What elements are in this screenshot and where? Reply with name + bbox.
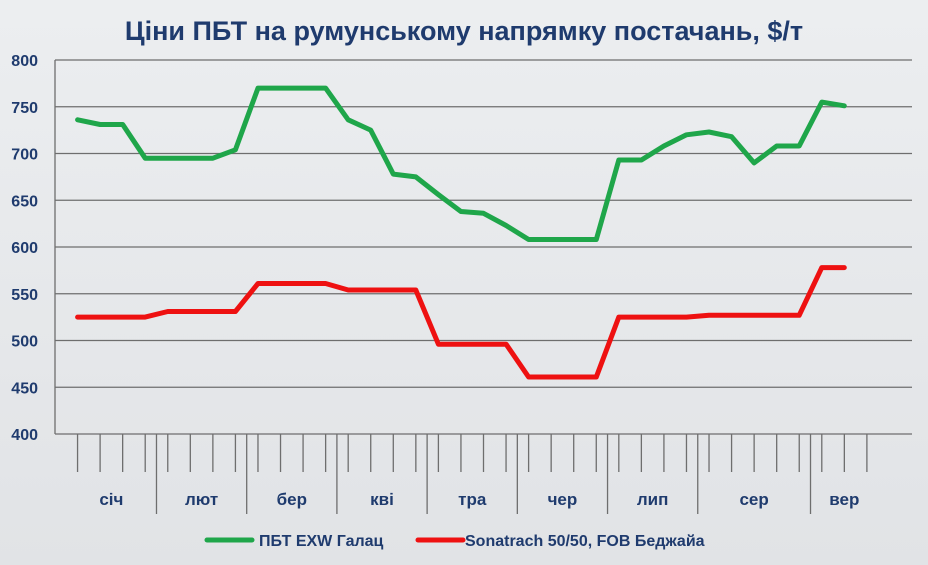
y-tick-label-800: 800 [11,53,38,70]
series-line-1 [75,265,847,380]
y-axis-tick-labels: 400 450 500 550 600 650 700 750 800 [11,53,38,444]
month-label-січ: січ [99,490,123,509]
legend: ПБТ EXW Галац Sonatrach 50/50, FOB Беджа… [204,533,705,550]
x-axis-ticks [76,434,868,514]
y-tick-label-550: 550 [11,287,38,304]
y-tick-label-650: 650 [11,193,38,210]
y-tick-label-700: 700 [11,147,38,164]
grid-layer [54,59,912,435]
legend-label-galati: ПБТ EXW Галац [259,533,384,550]
month-label-чер: чер [548,490,578,509]
month-label-тра: тра [458,490,487,509]
legend-label-sonatrach: Sonatrach 50/50, FOB Беджайа [465,533,705,550]
x-axis-month-labels: січ лют бер кві тра чер лип сер вер [99,490,859,509]
y-tick-label-450: 450 [11,380,38,397]
month-label-лют: лют [185,490,218,509]
month-label-сер: сер [739,490,768,509]
month-label-вер: вер [829,490,859,509]
month-label-кві: кві [370,490,394,509]
y-tick-label-500: 500 [11,334,38,351]
month-label-бер: бер [277,490,307,509]
series-line-0 [75,85,847,242]
month-label-лип: лип [637,490,669,509]
series-layer [75,85,847,380]
y-tick-label-400: 400 [11,427,38,444]
chart-title: Ціни ПБТ на румунському напрямку постача… [125,16,803,46]
y-tick-label-600: 600 [11,240,38,257]
y-tick-label-750: 750 [11,100,38,117]
